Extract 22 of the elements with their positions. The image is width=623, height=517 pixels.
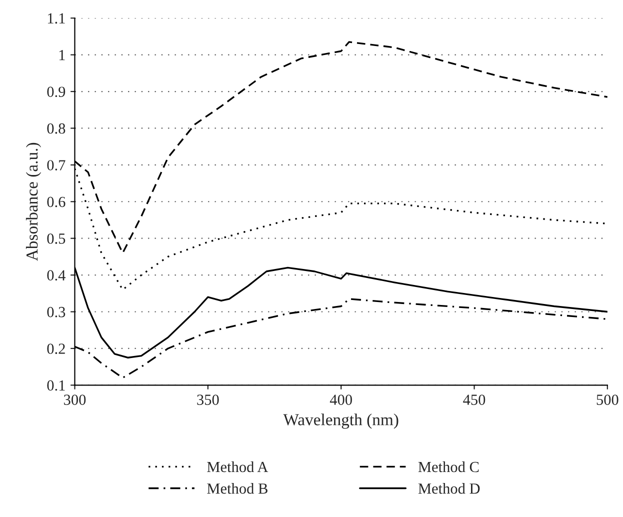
y-tick-label: 0.7 xyxy=(47,160,66,170)
legend-label: Method A xyxy=(207,461,268,472)
y-tick-label: 1.1 xyxy=(48,13,65,24)
y-tick-label: 0.9 xyxy=(47,86,66,98)
y-tick-label: 0.8 xyxy=(47,123,66,134)
x-tick-label: 400 xyxy=(330,394,352,405)
y-tick-label: 1 xyxy=(59,50,65,60)
x-tick-label: 500 xyxy=(596,394,618,405)
y-tick-label: 0.4 xyxy=(47,270,66,281)
legend-label: Method C xyxy=(418,461,479,472)
y-tick-label: 0.5 xyxy=(47,233,66,244)
x-tick-label: 300 xyxy=(64,394,86,405)
legend-label: Method B xyxy=(207,482,268,494)
y-axis-title: Absorbance (a.u.) xyxy=(26,142,42,261)
x-tick-label: 350 xyxy=(197,394,219,405)
y-tick-label: 0.2 xyxy=(47,344,65,354)
legend-label: Method D xyxy=(418,482,480,494)
x-tick-label: 450 xyxy=(463,394,486,405)
y-tick-label: 0.6 xyxy=(47,196,66,208)
x-axis-title: Wavelength (nm) xyxy=(283,414,398,429)
y-tick-label: 0.3 xyxy=(47,306,66,318)
y-tick-label: 0.1 xyxy=(47,380,65,391)
